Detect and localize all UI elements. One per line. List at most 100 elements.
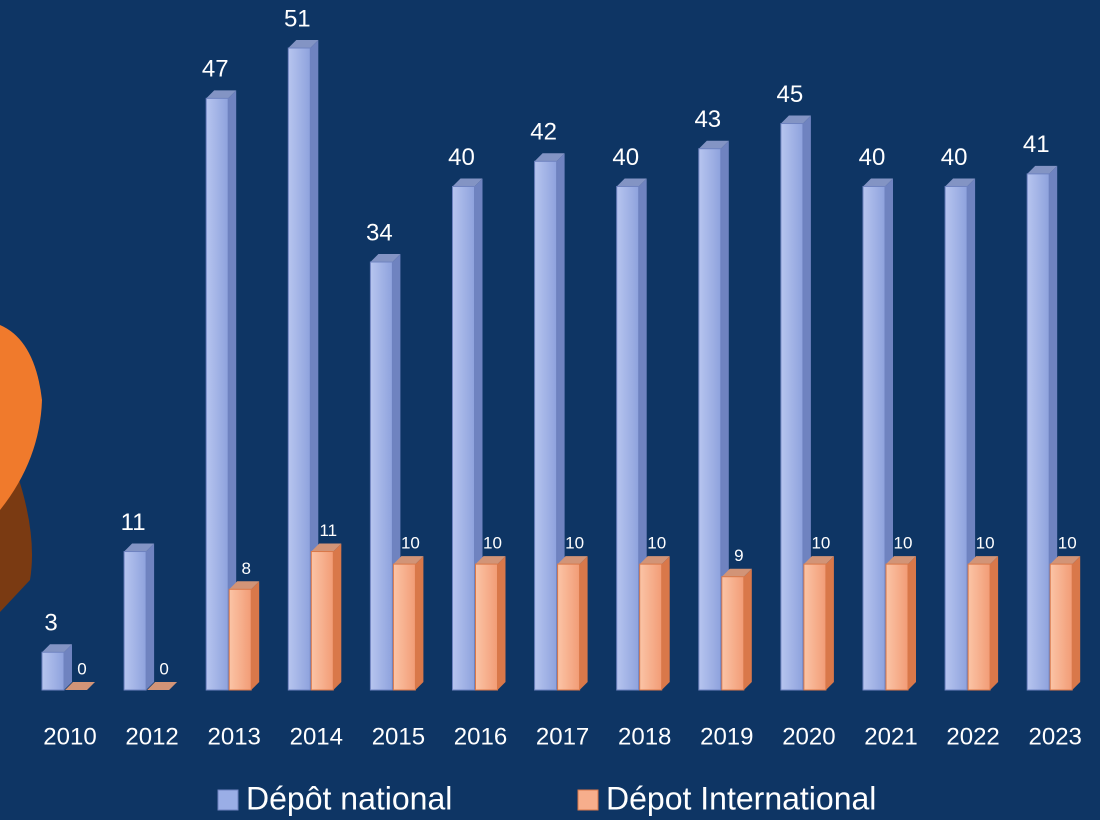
bar-top bbox=[780, 115, 811, 124]
bar-top bbox=[639, 556, 670, 565]
bar-top bbox=[393, 556, 424, 565]
bar-side bbox=[146, 543, 155, 690]
value-label: 11 bbox=[121, 509, 146, 536]
bar bbox=[1026, 173, 1050, 691]
bar bbox=[721, 576, 745, 691]
x-tick-label: 2015 bbox=[372, 723, 425, 750]
x-tick-label: 2014 bbox=[290, 723, 343, 750]
value-label: 43 bbox=[694, 106, 721, 133]
value-label: 51 bbox=[284, 5, 311, 32]
x-tick-label: 2018 bbox=[618, 723, 671, 750]
bar bbox=[475, 563, 498, 691]
bar-side bbox=[661, 556, 670, 690]
value-label: 8 bbox=[241, 559, 250, 578]
bar bbox=[967, 563, 991, 691]
value-label: 3 bbox=[44, 610, 57, 637]
bar-top bbox=[721, 568, 752, 577]
value-label: 40 bbox=[612, 144, 639, 171]
value-label: 10 bbox=[401, 534, 420, 553]
pie-fragment bbox=[0, 325, 42, 612]
bar-side bbox=[743, 568, 752, 690]
bar-top bbox=[803, 556, 834, 565]
bar-top bbox=[1050, 556, 1081, 565]
value-label: 0 bbox=[77, 659, 86, 678]
bar-side bbox=[415, 556, 424, 690]
bar-side bbox=[1072, 556, 1081, 690]
bar bbox=[228, 588, 252, 691]
legend-label: Dépot International bbox=[606, 780, 876, 816]
bar-side bbox=[825, 556, 834, 690]
legend-label: Dépôt national bbox=[246, 780, 452, 816]
bar-side bbox=[908, 556, 916, 690]
bar-side bbox=[802, 115, 811, 690]
bar-top bbox=[698, 140, 729, 149]
value-label: 42 bbox=[530, 119, 557, 146]
bar-side bbox=[251, 581, 260, 690]
bar bbox=[1049, 563, 1073, 691]
x-tick-label: 2017 bbox=[536, 723, 589, 750]
bar-side bbox=[1049, 165, 1058, 691]
x-tick-label: 2010 bbox=[43, 723, 96, 750]
bar bbox=[885, 563, 909, 691]
bar bbox=[452, 185, 475, 691]
bar-top bbox=[311, 543, 342, 552]
bar-top bbox=[229, 581, 260, 590]
bar bbox=[698, 148, 722, 691]
bar-side bbox=[990, 556, 999, 690]
bar-side bbox=[579, 556, 588, 690]
bar-top bbox=[616, 178, 647, 187]
value-label: 9 bbox=[734, 546, 743, 565]
bar-side bbox=[228, 90, 237, 690]
bar-top bbox=[452, 178, 483, 187]
bar-top bbox=[863, 178, 893, 187]
value-label: 10 bbox=[976, 534, 995, 553]
value-label: 0 bbox=[159, 659, 168, 678]
x-tick-label: 2016 bbox=[454, 723, 507, 750]
bar bbox=[287, 47, 311, 691]
value-label: 47 bbox=[202, 56, 229, 83]
bar bbox=[310, 551, 334, 691]
value-label: 10 bbox=[565, 534, 584, 553]
x-tick-label: 2012 bbox=[125, 723, 178, 750]
bar bbox=[557, 563, 581, 691]
legend-swatch bbox=[577, 789, 599, 811]
bar bbox=[534, 160, 558, 691]
bar bbox=[123, 551, 147, 691]
value-label: 40 bbox=[448, 144, 475, 171]
bar bbox=[616, 185, 640, 691]
x-tick-label: 2013 bbox=[208, 723, 261, 750]
bar-top bbox=[42, 644, 72, 653]
bar-side bbox=[556, 153, 565, 690]
bar-side bbox=[310, 40, 319, 690]
bar-top bbox=[886, 556, 916, 565]
pie-top bbox=[0, 325, 42, 510]
value-label: 11 bbox=[319, 521, 337, 540]
legend-swatch bbox=[217, 789, 239, 811]
bar-top bbox=[968, 556, 999, 565]
bar bbox=[803, 563, 827, 691]
bar-top bbox=[370, 254, 401, 262]
value-label: 10 bbox=[1058, 534, 1077, 553]
bar bbox=[41, 651, 65, 691]
bar-top bbox=[1027, 165, 1058, 174]
bar-side bbox=[64, 644, 72, 690]
x-tick-label: 2020 bbox=[782, 723, 835, 750]
bar-side bbox=[333, 543, 342, 690]
bar-top bbox=[288, 40, 319, 48]
value-label: 40 bbox=[859, 144, 886, 171]
value-label: 45 bbox=[777, 81, 804, 108]
value-label: 10 bbox=[811, 534, 830, 553]
bar-top bbox=[206, 90, 237, 99]
bar bbox=[639, 563, 663, 691]
bar bbox=[780, 123, 804, 691]
value-label: 10 bbox=[483, 534, 502, 553]
value-label: 34 bbox=[366, 219, 393, 246]
bar-top bbox=[475, 556, 506, 565]
bar bbox=[369, 261, 393, 691]
x-tick-label: 2019 bbox=[700, 723, 753, 750]
bar bbox=[205, 97, 229, 691]
value-label: 10 bbox=[894, 534, 913, 553]
bar bbox=[392, 563, 416, 691]
x-tick-label: 2022 bbox=[946, 723, 999, 750]
x-tick-label: 2023 bbox=[1029, 723, 1082, 750]
